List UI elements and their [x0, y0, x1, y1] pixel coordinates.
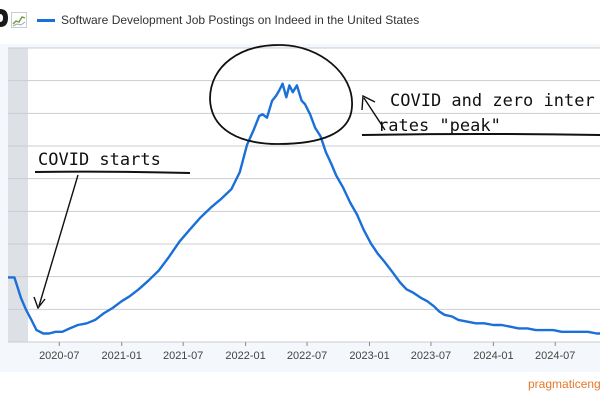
chart-header: Software Development Job Postings on Ind… — [0, 0, 600, 40]
plot-area — [8, 48, 600, 342]
covid-starts-arrow — [38, 174, 79, 307]
x-tick-label: 2020-07 — [39, 350, 79, 362]
x-tick-label: 2024-01 — [473, 350, 513, 362]
x-tick-label: 2023-07 — [411, 350, 451, 362]
peak-arrowhead — [361, 94, 376, 111]
covid-starts-annotation: COVID starts — [38, 150, 161, 170]
legend-swatch — [37, 18, 55, 22]
x-tick-label: 2024-07 — [535, 350, 575, 362]
fred-logo-fragment-icon — [0, 9, 8, 27]
peak-annotation-line1: COVID and zero inter — [390, 91, 595, 111]
x-tick-label: 2022-01 — [225, 350, 265, 362]
covid-starts-arrowhead — [33, 296, 46, 310]
peak-circle — [209, 44, 353, 145]
x-tick-label: 2021-07 — [163, 350, 203, 362]
peak-underline — [361, 133, 600, 136]
watermark: pragmaticeng — [528, 377, 600, 391]
x-tick-label: 2021-01 — [102, 350, 142, 362]
covid-starts-underline — [34, 170, 191, 174]
peak-annotation-line2: rates "peak" — [378, 116, 501, 136]
line-chart-icon[interactable] — [11, 12, 27, 28]
line-chart: 2020-07 2021-01 2021-07 2022-01 2022-07 2023-… — [8, 44, 600, 362]
legend: Software Development Job Postings on Ind… — [37, 12, 419, 28]
peak-arrow — [363, 97, 386, 131]
legend-label: Software Development Job Postings on Ind… — [61, 13, 420, 27]
x-tick-label: 2022-07 — [287, 350, 327, 362]
recession-shading — [8, 48, 28, 342]
x-tick-label: 2023-01 — [349, 350, 389, 362]
series-line-0 — [8, 82, 600, 335]
